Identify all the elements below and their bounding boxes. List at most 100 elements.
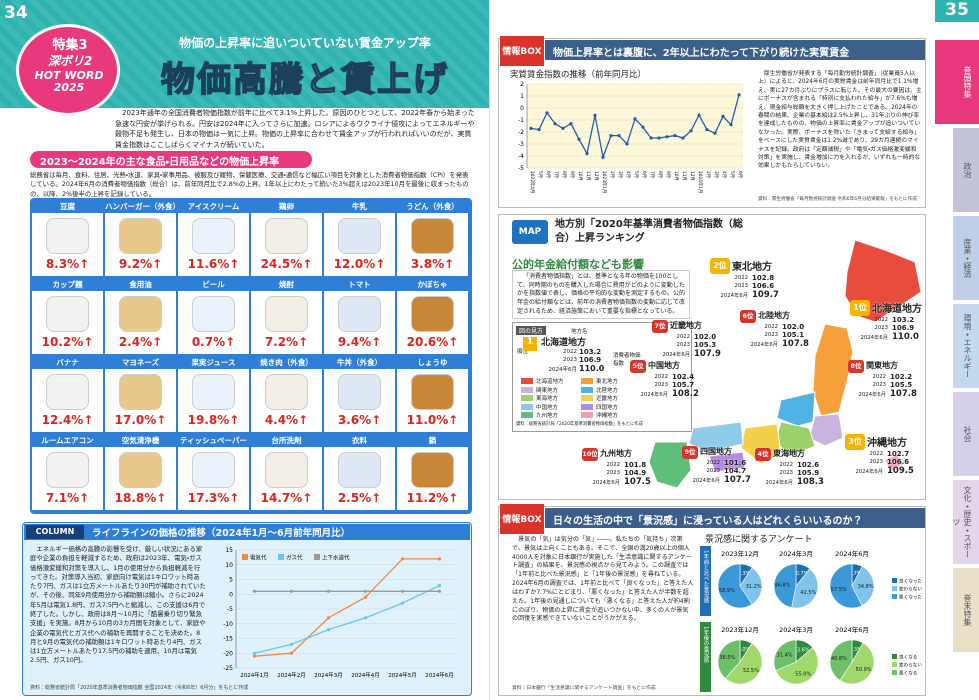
- region-value: 107.8: [890, 389, 917, 399]
- point: [400, 557, 405, 561]
- point: [529, 126, 533, 130]
- legend-swatch: [892, 654, 897, 659]
- region-value: 105.7: [672, 381, 695, 389]
- map-heading: 地方別「2020年基準消費者物価指数（総合）上昇ランキング: [555, 219, 743, 244]
- row-label: 1年前と比べた景況感: [703, 550, 710, 603]
- point: [326, 589, 331, 593]
- region-year: 2022: [869, 451, 883, 457]
- region-name: 北陸地方: [758, 311, 790, 320]
- point: [252, 654, 257, 658]
- column-heading-bar: [24, 524, 470, 540]
- tab: 文化・歴史・スポーツ: [952, 480, 979, 564]
- x-tick-label: 10月: [673, 171, 679, 181]
- legend-swatch: [892, 586, 897, 591]
- point: [673, 134, 677, 138]
- item-change: 11.0%↑: [406, 413, 459, 427]
- legend-swatch: [314, 554, 320, 560]
- x-tick-label: 2024年3月: [314, 671, 343, 679]
- pie-title: 2024年3月: [779, 625, 813, 634]
- survey-title: 景況感に関するアンケート: [705, 535, 813, 545]
- inset-value: 110.0: [579, 364, 605, 373]
- item-change: 18.8%↑: [114, 491, 167, 505]
- item-name: 焼酎: [251, 278, 322, 291]
- pie-label: 38.5%: [719, 655, 735, 661]
- map-region: [812, 323, 854, 417]
- point: [633, 117, 637, 121]
- region-rank: 9位: [682, 446, 698, 459]
- point: [289, 651, 294, 655]
- region-rank: 1位: [850, 300, 870, 316]
- y-tick-label: -25: [223, 665, 233, 672]
- legend-label: 悪くなった: [899, 594, 922, 601]
- region-value: 109.7: [752, 290, 779, 300]
- point: [363, 589, 368, 593]
- point: [400, 589, 405, 593]
- item-change: 7.2%↑: [264, 335, 309, 349]
- region-rank: 6位: [740, 310, 756, 323]
- x-tick-label: 3月: [713, 171, 719, 178]
- region-value: 103.2: [892, 316, 915, 324]
- point: [363, 616, 368, 620]
- item-picture: [338, 374, 381, 410]
- legend-swatch: [521, 403, 533, 410]
- x-tick-label: 10月: [577, 171, 583, 181]
- item-change: 20.6%↑: [406, 335, 459, 349]
- point: [545, 111, 549, 115]
- region-value: 108.3: [797, 477, 824, 487]
- chart-title: 実質賃金指数の推移（前年同月比）: [510, 70, 647, 80]
- region-rank: 3位: [845, 434, 865, 450]
- item-change: 19.8%↑: [187, 413, 240, 427]
- region-year: 2022: [734, 275, 748, 281]
- legend-label: 良くなった: [899, 578, 922, 585]
- legend-swatch: [581, 378, 593, 384]
- legend-label: 北陸地方: [596, 387, 619, 394]
- region-value: 101.8: [624, 461, 647, 469]
- region-value: 102.2: [890, 373, 913, 381]
- item-name: 牛丼（外食）: [324, 356, 395, 369]
- pie-slice: [773, 639, 797, 672]
- x-tick-label: 11月: [681, 171, 687, 181]
- legend-label: 関東地方: [536, 387, 559, 394]
- region-name: 東北地方: [732, 262, 772, 273]
- pie-label: 55.0%: [795, 672, 811, 678]
- item-name: 鍋: [397, 434, 468, 447]
- item-picture: [265, 374, 308, 410]
- inset-name: 北海道地方: [541, 338, 587, 348]
- pie-label: 7.7%: [849, 571, 862, 577]
- point: [593, 113, 597, 117]
- pie-slice: [775, 647, 819, 685]
- pie-label: 57.5%: [831, 587, 847, 593]
- region-value: 104.9: [624, 469, 647, 477]
- region-year: 2022: [874, 317, 888, 323]
- item-picture: [265, 452, 308, 488]
- legend-label: 良くなる: [899, 654, 917, 661]
- pie-label: 10.7%: [793, 571, 809, 577]
- pie-title: 2024年6月: [835, 549, 869, 558]
- point: [363, 595, 368, 599]
- region-year: 2022: [764, 324, 778, 330]
- pie-slice: [851, 566, 875, 607]
- legend-swatch: [521, 378, 533, 384]
- point: [289, 589, 294, 593]
- region-value: 108.2: [672, 389, 699, 399]
- x-tick-label: 2024年4月: [351, 671, 380, 679]
- map-region: [648, 441, 692, 489]
- pie-slice: [829, 563, 863, 609]
- item-name: 豆腐: [32, 200, 103, 213]
- pie-slice: [839, 642, 875, 685]
- y-tick-label: -10: [223, 621, 233, 628]
- legend-swatch: [892, 594, 897, 599]
- region-value: 107.7: [724, 475, 751, 485]
- pie-slice: [717, 639, 741, 679]
- tab: 環境・エネルギー: [953, 304, 979, 388]
- x-tick-label: 4月: [721, 171, 727, 178]
- legend-label: 上下水道代: [322, 554, 350, 562]
- legend-label: 沖縄地方: [596, 413, 619, 419]
- map-body: 「消費者物価指数」とは、基準となる年の物価を100として、同時期のものを購入した…: [512, 270, 690, 320]
- region-year: 2023: [764, 332, 778, 338]
- region-year: 2023: [872, 382, 886, 388]
- item-name: マヨネーズ: [105, 356, 176, 369]
- pie-title: 2023年12月: [721, 549, 759, 558]
